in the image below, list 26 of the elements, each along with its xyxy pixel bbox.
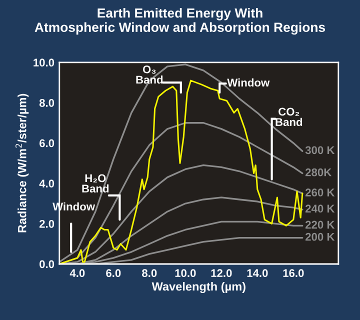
x-tick-label: 8.0 [142,269,157,278]
x-tick-label: 12.0 [211,269,232,278]
y-axis-title: Radiance (W/m$^{2}$/ster/µm) [16,94,29,232]
x-tick-label: 4.0 [70,269,85,278]
series-label: 260 K [305,188,335,196]
series-label: 280K [305,168,332,176]
y-tick-label: 6.0 [40,139,54,148]
x-tick-label: 14.0 [247,269,268,278]
chart-title: Earth Emitted Energy With Atmospheric Window and Absorption Regions [34,8,326,35]
x-tick-label: 6.0 [106,269,121,278]
series-label: 300 K [305,146,335,154]
x-tick-label: 10.0 [175,269,196,278]
y-tick-label: 8.0 [39,98,54,107]
x-axis-title: Wavelength (µm) [152,282,246,294]
annotation: CO₂ Band [276,108,302,126]
annotation: O₃ Band [136,65,163,84]
series-label: 240 K [305,204,335,213]
y-tick-label: 0.0 [40,260,54,268]
y-tick-label: 10.0 [34,58,54,67]
series-label: 200 K [305,232,335,241]
series-label: 220 K [305,220,335,229]
annotation: H₂O Band [82,174,109,193]
x-tick-label: 16.0 [283,269,304,278]
y-tick-label: 2.0 [39,220,54,228]
y-tick-label: 4.0 [39,180,54,188]
annotation: Window [227,78,270,87]
